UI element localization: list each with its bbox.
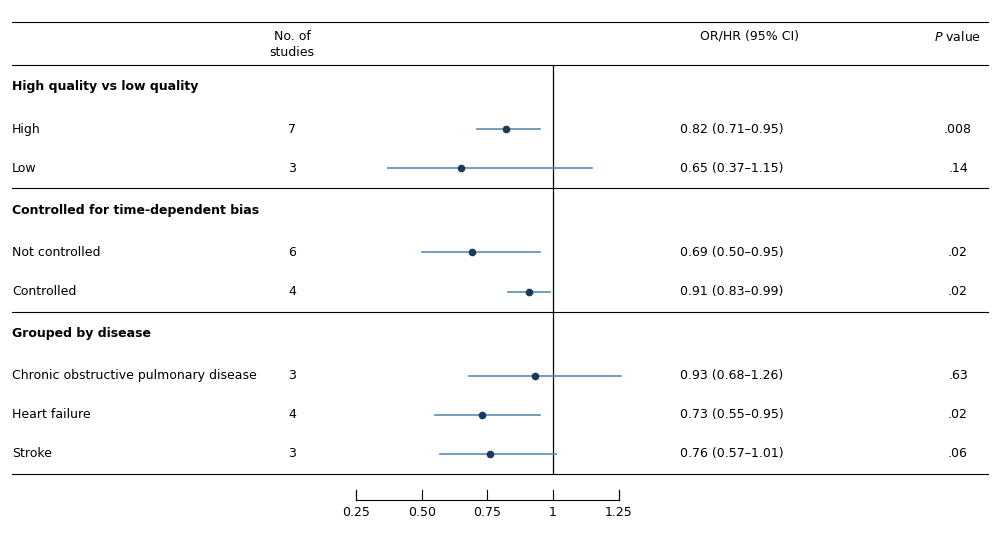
Text: 0.73 (0.55–0.95): 0.73 (0.55–0.95) bbox=[680, 408, 784, 421]
Text: 3: 3 bbox=[288, 447, 296, 460]
Text: 6: 6 bbox=[288, 246, 296, 259]
Text: Chronic obstructive pulmonary disease: Chronic obstructive pulmonary disease bbox=[12, 369, 257, 382]
Text: 0.76 (0.57–1.01): 0.76 (0.57–1.01) bbox=[680, 447, 784, 460]
Text: Stroke: Stroke bbox=[12, 447, 52, 460]
Text: .63: .63 bbox=[948, 369, 968, 382]
Text: No. of
studies: No. of studies bbox=[270, 30, 314, 59]
Text: 3: 3 bbox=[288, 162, 296, 175]
Text: 4: 4 bbox=[288, 408, 296, 421]
Text: 0.69 (0.50–0.95): 0.69 (0.50–0.95) bbox=[680, 246, 784, 259]
Text: 0.50: 0.50 bbox=[408, 506, 436, 519]
Text: .02: .02 bbox=[948, 246, 968, 259]
Text: OR/HR (95% CI): OR/HR (95% CI) bbox=[700, 30, 800, 43]
Text: 0.75: 0.75 bbox=[473, 506, 501, 519]
Text: 4: 4 bbox=[288, 285, 296, 298]
Text: Controlled: Controlled bbox=[12, 285, 76, 298]
Text: 0.91 (0.83–0.99): 0.91 (0.83–0.99) bbox=[680, 285, 783, 298]
Text: Not controlled: Not controlled bbox=[12, 246, 100, 259]
Text: .008: .008 bbox=[944, 123, 972, 136]
Text: 0.25: 0.25 bbox=[342, 506, 370, 519]
Text: Controlled for time-dependent bias: Controlled for time-dependent bias bbox=[12, 204, 259, 217]
Text: .02: .02 bbox=[948, 408, 968, 421]
Text: 3: 3 bbox=[288, 369, 296, 382]
Text: 1.25: 1.25 bbox=[605, 506, 633, 519]
Text: High: High bbox=[12, 123, 41, 136]
Text: 0.93 (0.68–1.26): 0.93 (0.68–1.26) bbox=[680, 369, 783, 382]
Text: .06: .06 bbox=[948, 447, 968, 460]
Text: 1: 1 bbox=[549, 506, 557, 519]
Text: 7: 7 bbox=[288, 123, 296, 136]
Text: .14: .14 bbox=[948, 162, 968, 175]
Text: High quality vs low quality: High quality vs low quality bbox=[12, 80, 198, 93]
Text: 0.65 (0.37–1.15): 0.65 (0.37–1.15) bbox=[680, 162, 784, 175]
Text: .02: .02 bbox=[948, 285, 968, 298]
Text: Heart failure: Heart failure bbox=[12, 408, 91, 421]
Text: $\it{P}$ value: $\it{P}$ value bbox=[934, 30, 982, 44]
Text: 0.82 (0.71–0.95): 0.82 (0.71–0.95) bbox=[680, 123, 784, 136]
Text: Grouped by disease: Grouped by disease bbox=[12, 327, 151, 340]
Text: Low: Low bbox=[12, 162, 37, 175]
